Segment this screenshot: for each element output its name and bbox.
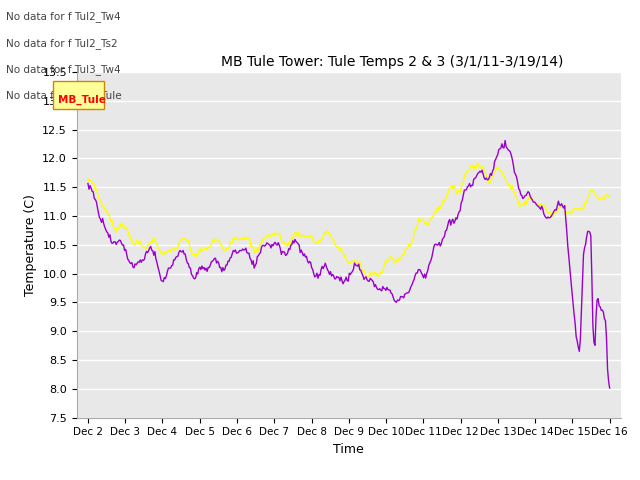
Text: No data for f Tul2_Ts2: No data for f Tul2_Ts2 (6, 37, 118, 48)
Text: No data for f Tul3_Tule: No data for f Tul3_Tule (6, 90, 122, 101)
Text: MB_Tule: MB_Tule (58, 94, 106, 105)
Y-axis label: Temperature (C): Temperature (C) (24, 194, 36, 296)
Text: No data for f Tul2_Tw4: No data for f Tul2_Tw4 (6, 11, 121, 22)
X-axis label: Time: Time (333, 443, 364, 456)
Title: MB Tule Tower: Tule Temps 2 & 3 (3/1/11-3/19/14): MB Tule Tower: Tule Temps 2 & 3 (3/1/11-… (221, 56, 563, 70)
Text: No data for f Tul3_Tw4: No data for f Tul3_Tw4 (6, 64, 121, 75)
